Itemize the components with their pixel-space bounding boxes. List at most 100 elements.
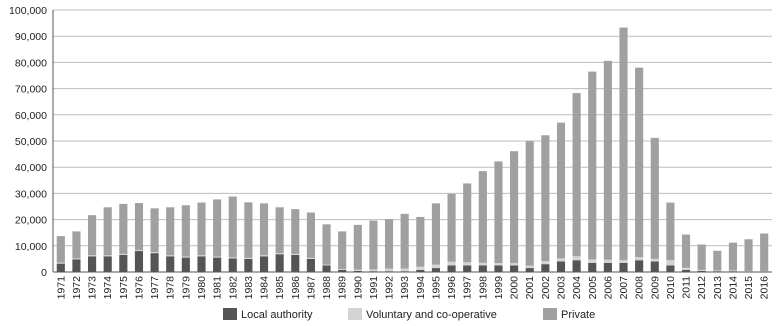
bar-local-authority-1976 [134, 251, 144, 272]
axes [52, 10, 772, 273]
bar-voluntary-and-co-operative-2016 [760, 270, 769, 272]
bar-private-2015 [744, 239, 753, 271]
bar-local-authority-1994 [416, 269, 425, 272]
bar-voluntary-and-co-operative-2011 [681, 267, 691, 270]
x-tick-label: 1991 [368, 276, 380, 300]
x-tick-label: 1980 [196, 276, 208, 300]
bar-local-authority-1996 [447, 265, 456, 272]
x-tick-label: 1984 [259, 276, 271, 300]
bar-local-authority-1975 [119, 254, 128, 272]
bar-local-authority-1999 [494, 265, 503, 272]
bar-local-authority-2000 [510, 265, 519, 272]
bar-private-2012 [697, 244, 706, 270]
bar-voluntary-and-co-operative-1994 [416, 266, 425, 270]
bar-local-authority-1997 [463, 265, 472, 272]
bar-private-2016 [760, 233, 769, 271]
legend-label-private: Private [561, 309, 595, 321]
x-tick-label: 2016 [759, 276, 771, 300]
bar-voluntary-and-co-operative-1980 [197, 255, 206, 257]
x-tick-label: 1994 [415, 276, 427, 300]
x-tick-label: 1988 [321, 276, 333, 300]
bar-private-2008 [635, 67, 644, 258]
x-tick-label: 1979 [180, 276, 192, 300]
gridlines [53, 9, 772, 247]
bar-local-authority-1980 [197, 256, 206, 272]
x-tick-label: 1983 [243, 276, 255, 300]
bar-voluntary-and-co-operative-1993 [400, 268, 409, 272]
bar-private-1975 [119, 203, 128, 254]
y-tick-label: 10,000 [15, 241, 47, 253]
x-tick-label: 1975 [118, 276, 130, 300]
bar-voluntary-and-co-operative-1999 [494, 263, 503, 266]
x-tick-label: 2003 [555, 276, 567, 300]
x-tick-label: 1976 [133, 276, 145, 300]
bar-local-authority-1973 [88, 256, 97, 272]
bar-voluntary-and-co-operative-1995 [431, 264, 441, 269]
bar-local-authority-1971 [56, 263, 65, 272]
bar-local-authority-2009 [650, 261, 659, 272]
bar-local-authority-1978 [166, 256, 175, 272]
bar-local-authority-1990 [353, 270, 362, 272]
bar-voluntary-and-co-operative-1972 [72, 258, 81, 260]
legend-swatch-private [543, 308, 557, 320]
bar-private-2003 [556, 122, 566, 259]
y-tick-label: 50,000 [15, 136, 47, 148]
bar-private-2014 [728, 242, 737, 271]
bar-private-2000 [510, 151, 519, 264]
bar-voluntary-and-co-operative-1983 [244, 257, 253, 259]
x-tick-label: 1996 [446, 276, 458, 300]
legend-label-local-authority: Local authority [241, 309, 313, 321]
bar-local-authority-1979 [181, 257, 190, 272]
bar-private-1985 [275, 207, 284, 254]
bar-private-1997 [463, 183, 472, 263]
legend: Local authority Voluntary and co-operativ… [223, 308, 595, 321]
x-tick-label: 1978 [165, 276, 177, 300]
bar-voluntary-and-co-operative-2006 [603, 259, 612, 263]
bar-private-1979 [181, 205, 190, 257]
bar-local-authority-2008 [635, 260, 644, 272]
bar-voluntary-and-co-operative-2003 [556, 258, 566, 262]
bar-private-1998 [478, 171, 487, 263]
bar-private-1986 [291, 209, 300, 254]
x-tick-label: 1999 [493, 276, 505, 300]
x-tick-label: 1971 [55, 276, 67, 300]
bar-private-1980 [197, 202, 206, 256]
bar-local-authority-1983 [244, 258, 253, 272]
bar-local-authority-1977 [150, 253, 159, 272]
bar-private-1982 [228, 196, 237, 258]
y-tick-label: 20,000 [15, 215, 47, 227]
bar-voluntary-and-co-operative-2013 [713, 270, 722, 272]
x-tick-label: 1992 [384, 276, 396, 300]
x-tick-label: 2002 [540, 276, 552, 300]
bar-voluntary-and-co-operative-1976 [134, 249, 144, 252]
x-tick-label: 2008 [634, 276, 646, 300]
bar-private-1995 [431, 203, 441, 265]
bar-voluntary-and-co-operative-1997 [463, 262, 472, 266]
y-tick-label: 90,000 [15, 31, 47, 43]
x-tick-label: 2010 [665, 276, 677, 300]
x-axis-ticks: 1971 1972 1973 1974 1975 1976 1977 1978 1979 1980… [55, 276, 770, 300]
bar-voluntary-and-co-operative-1975 [119, 253, 128, 255]
x-tick-label: 2013 [712, 276, 724, 300]
bar-private-1977 [150, 208, 159, 253]
x-tick-label: 1974 [102, 276, 114, 300]
bar-local-authority-1982 [228, 258, 237, 272]
bar-local-authority-1972 [72, 259, 81, 272]
x-tick-label: 2015 [743, 276, 755, 300]
x-tick-label: 2007 [618, 276, 630, 300]
bar-private-2001 [525, 141, 534, 266]
x-tick-label: 1987 [305, 276, 317, 300]
x-tick-label: 2011 [681, 276, 693, 299]
x-tick-label: 2006 [602, 276, 614, 300]
y-tick-label: 70,000 [15, 84, 47, 96]
bar-voluntary-and-co-operative-1992 [384, 268, 394, 272]
legend-label-voluntary-and-co-operative: Voluntary and co-operative [366, 309, 497, 321]
x-tick-label: 2012 [696, 276, 708, 300]
bar-private-1999 [494, 161, 503, 264]
bar-local-authority-2011 [681, 269, 691, 272]
legend-swatch-voluntary-and-co-operative [348, 308, 362, 320]
bar-local-authority-1989 [338, 269, 347, 272]
bar-local-authority-2001 [525, 268, 534, 272]
bar-voluntary-and-co-operative-1988 [322, 264, 331, 266]
bar-voluntary-and-co-operative-2004 [572, 256, 581, 261]
